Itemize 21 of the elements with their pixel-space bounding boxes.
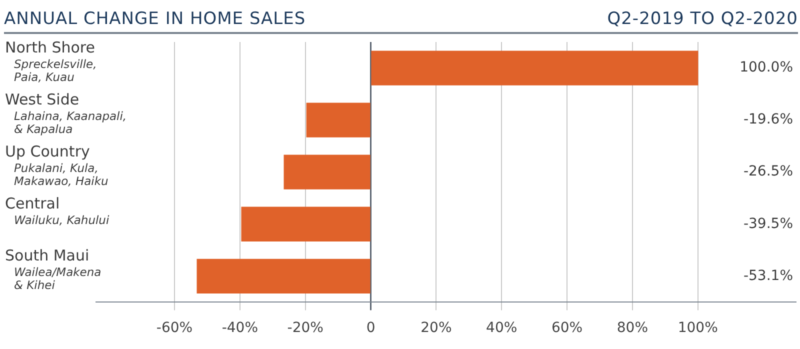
x-tick-label: 100% <box>678 320 718 336</box>
data-label: -19.6% <box>743 112 793 128</box>
x-tick-label: 20% <box>420 320 452 336</box>
x-tick-label: -20% <box>287 320 324 336</box>
data-label: -26.5% <box>743 164 793 180</box>
x-tick-label: 80% <box>616 320 648 336</box>
chart-subtitle: Q2-2019 TO Q2-2020 <box>607 9 798 29</box>
y-tick-label: Central Wailuku, Kahului <box>5 194 110 227</box>
x-tick-label: 40% <box>486 320 518 336</box>
data-label: -53.1% <box>743 268 793 284</box>
data-label: 100.0% <box>740 60 793 76</box>
y-tick-label: South Maui Wailea/Makena & Kihei <box>5 246 102 292</box>
chart-title: ANNUAL CHANGE IN HOME SALES <box>4 9 306 29</box>
y-tick-label: North Shore Spreckelsville, Paia, Kuau <box>5 38 97 84</box>
x-tick-label: 0 <box>366 320 376 336</box>
x-tick-label: 60% <box>551 320 583 336</box>
y-tick-label: Up Country Pukalani, Kula, Makawao, Haiku <box>5 142 108 188</box>
data-label: -39.5% <box>743 216 793 232</box>
x-tick-label: -60% <box>156 320 193 336</box>
x-tick-label: -40% <box>222 320 258 336</box>
y-tick-label: West Side Lahaina, Kaanapali, & Kapalua <box>5 90 127 136</box>
